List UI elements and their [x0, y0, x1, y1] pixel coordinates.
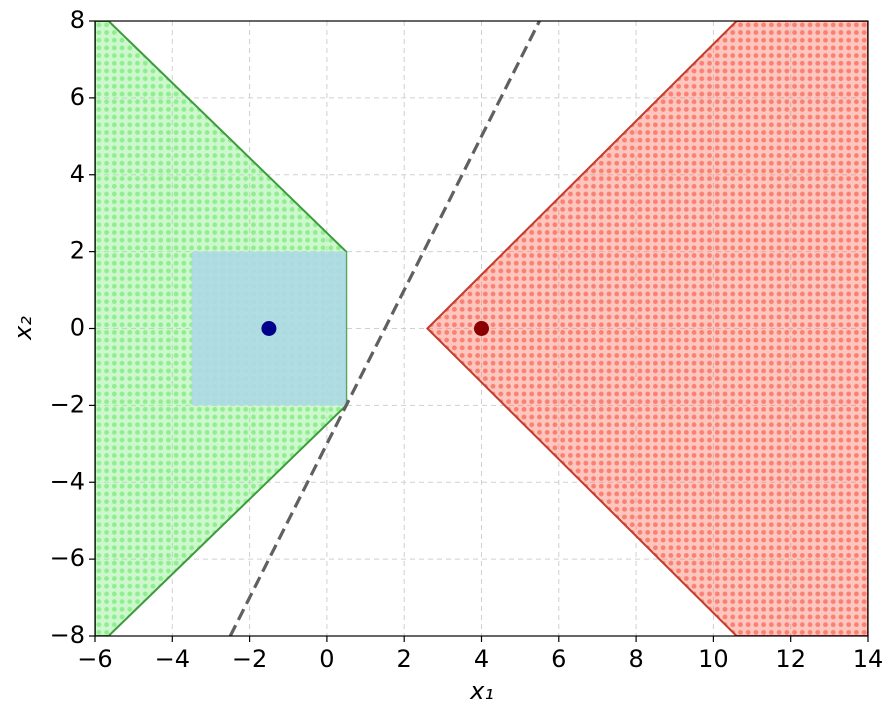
y-tick-label: 0: [70, 314, 85, 342]
y-tick-label: 2: [70, 237, 85, 265]
x-axis-label: x₁: [469, 677, 494, 705]
point: [474, 321, 489, 336]
y-tick-label: −6: [50, 544, 85, 572]
y-tick-label: −8: [50, 621, 85, 649]
y-tick-label: 4: [70, 160, 85, 188]
x-tick-label: −2: [232, 645, 267, 673]
point: [261, 321, 277, 336]
x-tick-label: 2: [397, 645, 412, 673]
y-tick-label: −4: [50, 467, 85, 495]
boundary-line: [228, 21, 541, 636]
region-dots: [425, 21, 868, 636]
plot-area: [95, 21, 868, 636]
x-tick-label: 10: [698, 645, 729, 673]
x-tick-label: 4: [474, 645, 489, 673]
x-tick-label: 8: [628, 645, 643, 673]
x-tick-label: 12: [775, 645, 806, 673]
y-tick-label: −2: [50, 390, 85, 418]
y-axis-label: x₂: [9, 316, 37, 341]
x-tick-label: −6: [77, 645, 112, 673]
y-tick-label: 6: [70, 83, 85, 111]
y-tick-label: 8: [70, 6, 85, 34]
x-tick-label: 6: [551, 645, 566, 673]
x-tick-label: 14: [853, 645, 884, 673]
x-tick-label: 0: [319, 645, 334, 673]
x-tick-label: −4: [155, 645, 190, 673]
axes-frame: [94, 20, 869, 637]
